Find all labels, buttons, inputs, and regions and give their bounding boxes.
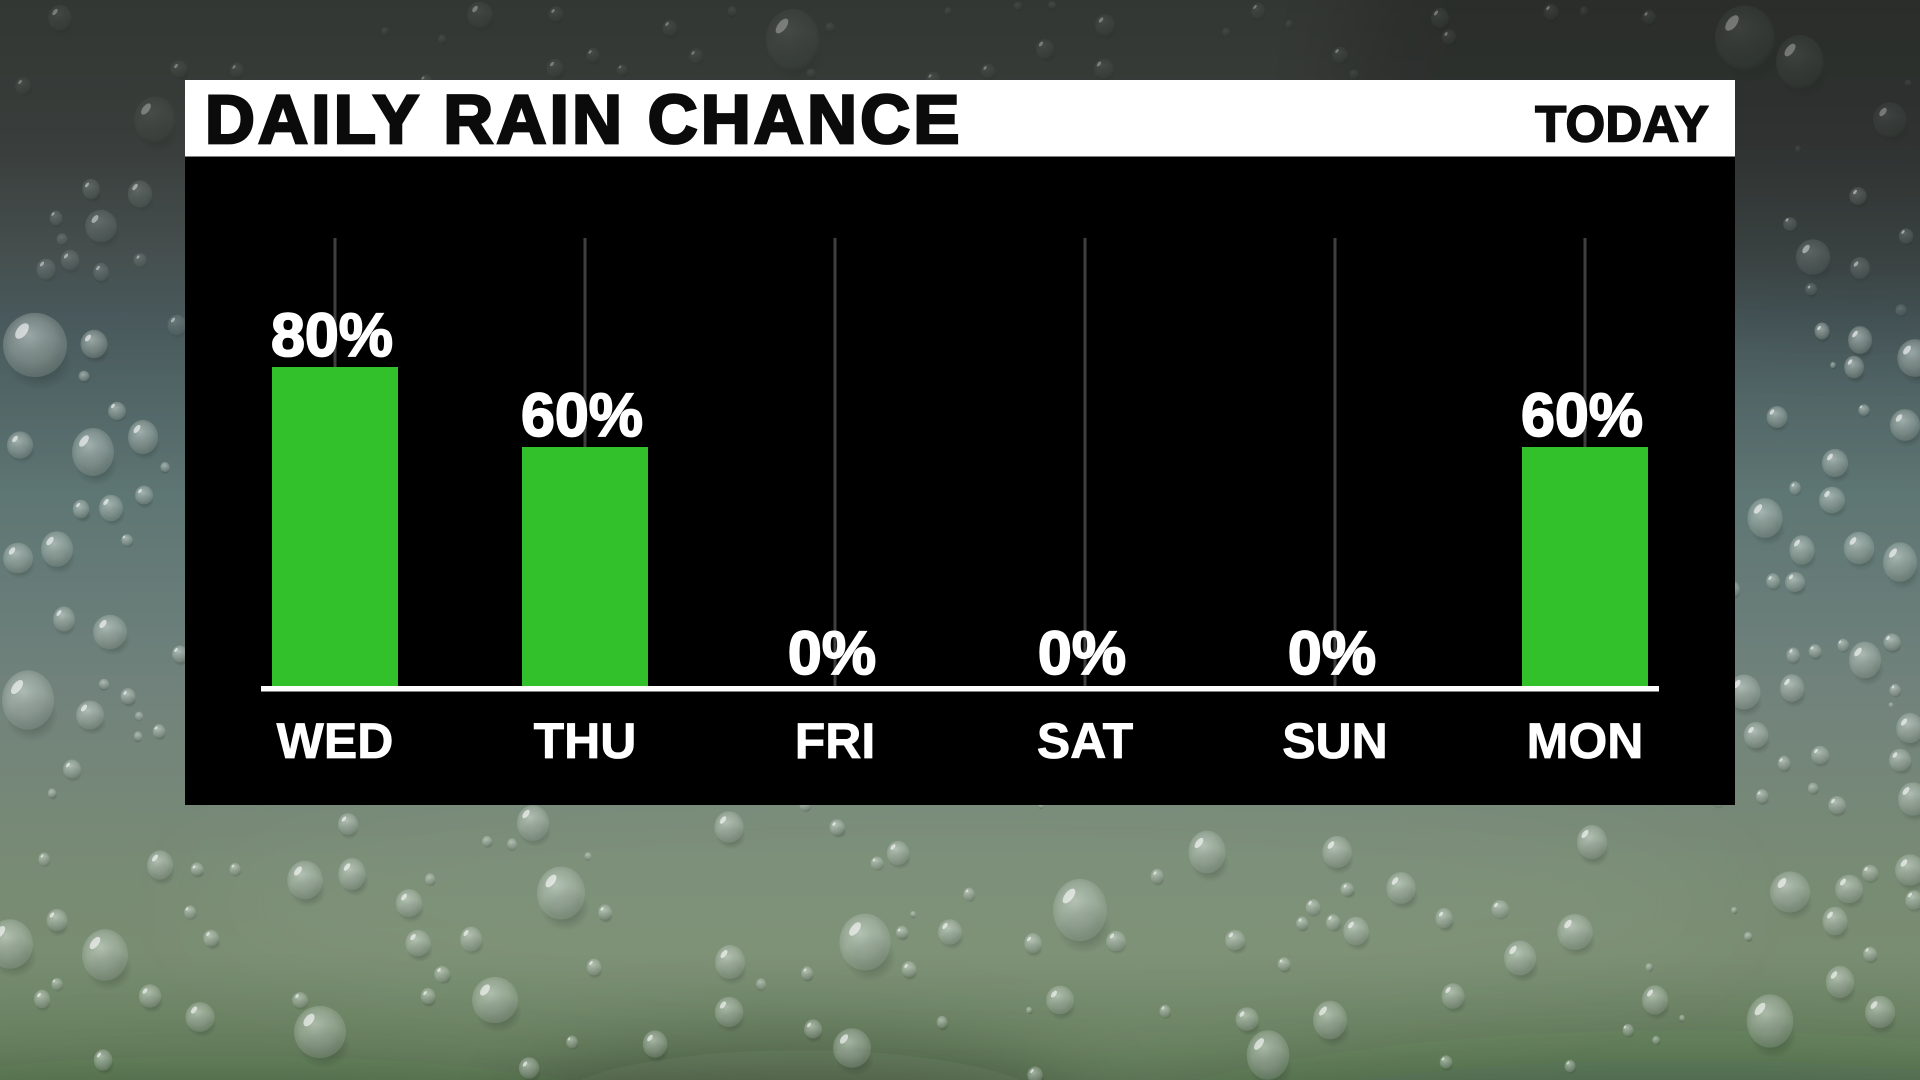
svg-text:60%: 60% [521,381,643,449]
svg-text:WED: WED [277,713,394,769]
svg-text:80%: 80% [271,301,393,369]
svg-text:THU: THU [534,713,637,769]
svg-text:SAT: SAT [1037,713,1133,769]
svg-text:SUN: SUN [1282,713,1388,769]
svg-text:0%: 0% [1038,619,1126,687]
svg-text:0%: 0% [788,619,876,687]
svg-text:MON: MON [1527,713,1644,769]
svg-text:DAILY RAIN CHANCE: DAILY RAIN CHANCE [205,81,963,158]
svg-text:FRI: FRI [795,713,876,769]
svg-text:60%: 60% [1521,381,1643,449]
svg-text:0%: 0% [1288,619,1376,687]
svg-text:TODAY: TODAY [1535,96,1709,153]
